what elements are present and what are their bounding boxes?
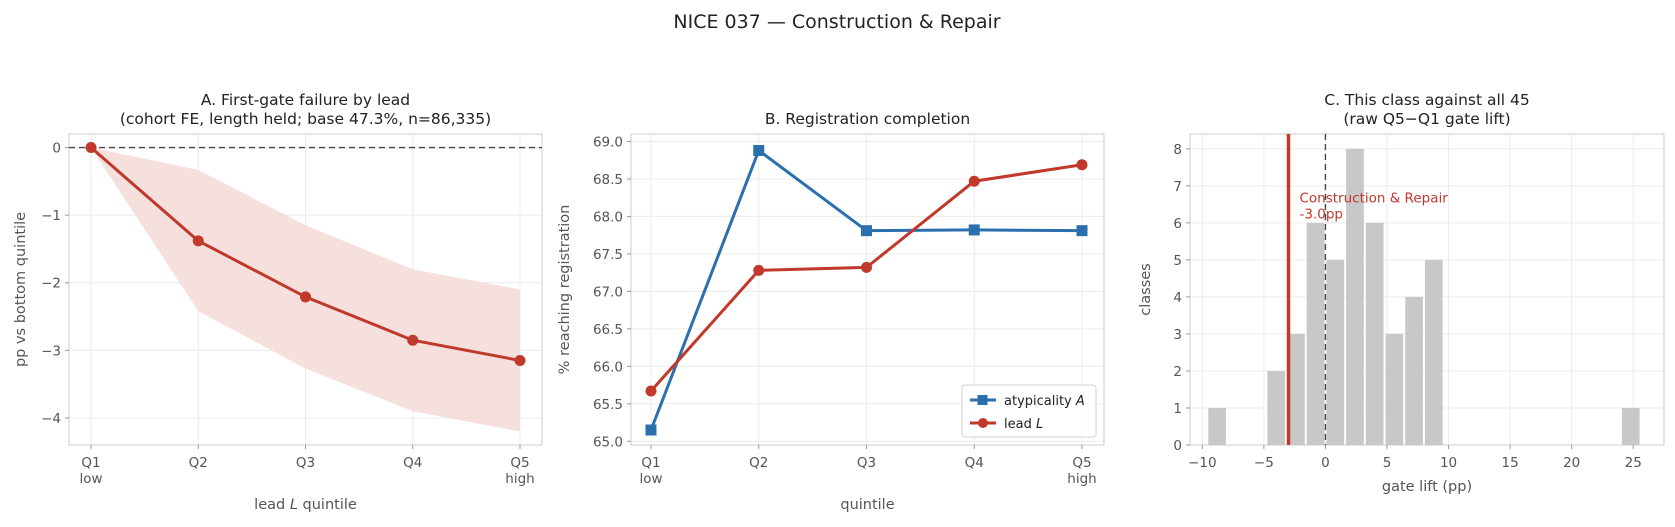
x-tick-label: Q2 xyxy=(749,455,768,471)
y-tick-label: −1 xyxy=(41,208,61,224)
data-point xyxy=(300,291,311,303)
data-point xyxy=(407,334,419,346)
panel-title: C. This class against all 45 xyxy=(1324,91,1530,109)
histogram-bar xyxy=(1424,259,1443,445)
data-point xyxy=(192,235,204,247)
panel-title: (raw Q5−Q1 gate lift) xyxy=(1343,110,1510,128)
x-tick-sublabel: low xyxy=(79,471,102,487)
y-tick-label: 66.5 xyxy=(593,322,623,338)
panel-title: (cohort FE, length held; base 47.3%, n=8… xyxy=(120,110,491,128)
x-tick-label: 10 xyxy=(1440,455,1457,471)
legend-label: atypicality A xyxy=(1004,394,1085,409)
x-tick-label: Q4 xyxy=(965,455,984,471)
y-tick-label: 3 xyxy=(1173,327,1182,343)
y-tick-label: 65.0 xyxy=(593,434,623,450)
data-point xyxy=(968,175,980,187)
y-tick-label: 0 xyxy=(52,141,61,157)
x-tick-label: 5 xyxy=(1383,455,1392,471)
x-axis-label: quintile xyxy=(840,497,894,513)
y-tick-label: 4 xyxy=(1173,290,1182,306)
panel-c: 0 1 2 3 4 5 6 7 8 −10 −5 0 5 10 15 20 25 gate lift (pp) cl… xyxy=(1138,91,1665,495)
histogram-bar xyxy=(1306,222,1325,445)
x-tick-label: −5 xyxy=(1254,455,1274,471)
highlight-label: Construction & Repair xyxy=(1299,190,1448,206)
y-axis-label: pp vs bottom quintile xyxy=(13,212,29,367)
histogram-bar xyxy=(1385,333,1404,445)
x-tick-label: 25 xyxy=(1625,455,1642,471)
panel-title: A. First-gate failure by lead xyxy=(201,91,410,109)
y-tick-label: 67.0 xyxy=(593,284,623,300)
histogram-bar xyxy=(1405,296,1423,445)
histogram-bar xyxy=(1621,407,1640,445)
x-tick-label: Q5 xyxy=(510,455,529,471)
y-axis-label: % reaching registration xyxy=(557,205,573,375)
data-point xyxy=(861,225,872,237)
data-point xyxy=(861,261,872,273)
panel-b: 65.0 65.5 66.0 66.5 67.0 67.5 68.0 68.5 69.0 Q1lo… xyxy=(557,110,1105,513)
data-point xyxy=(85,142,97,154)
y-tick-label: 65.5 xyxy=(593,397,623,413)
x-tick-sublabel: high xyxy=(505,471,534,487)
highlight-label: -3.0pp xyxy=(1299,206,1342,222)
x-tick-sublabel: low xyxy=(639,471,662,487)
y-tick-label: 68.0 xyxy=(593,209,623,225)
data-point xyxy=(753,264,765,276)
y-tick-label: 1 xyxy=(1173,401,1182,417)
histogram-bar xyxy=(1208,407,1226,445)
y-tick-label: 6 xyxy=(1173,216,1182,232)
y-tick-label: 66.0 xyxy=(593,359,623,375)
data-point xyxy=(645,385,657,397)
legend: atypicality A lead L xyxy=(961,384,1097,438)
y-tick-label: 68.5 xyxy=(593,172,623,188)
y-tick-label: −4 xyxy=(41,411,61,427)
y-tick-label: 69.0 xyxy=(593,134,623,150)
histogram-bar xyxy=(1326,259,1345,445)
y-tick-label: −3 xyxy=(41,343,61,359)
histogram-bar xyxy=(1287,333,1305,445)
y-tick-label: −2 xyxy=(41,276,61,292)
x-tick-label: Q3 xyxy=(296,455,315,471)
data-point xyxy=(753,144,765,156)
plot-frame xyxy=(630,133,1105,446)
histogram-bar xyxy=(1365,222,1384,445)
data-point xyxy=(1076,159,1088,171)
x-tick-label: 15 xyxy=(1502,455,1519,471)
x-axis-label: gate lift (pp) xyxy=(1382,479,1472,495)
x-tick-label: 0 xyxy=(1321,455,1330,471)
x-tick-label: 20 xyxy=(1563,455,1580,471)
legend-label: lead L xyxy=(1004,417,1043,432)
x-axis-label: lead L quintile xyxy=(254,497,357,513)
data-point xyxy=(645,424,657,436)
x-tick-label: Q3 xyxy=(857,455,876,471)
data-point xyxy=(1076,225,1088,237)
x-tick-label: Q1 xyxy=(641,455,660,471)
y-tick-label: 67.5 xyxy=(593,247,623,263)
ci-band xyxy=(91,147,520,432)
legend-marker xyxy=(978,418,988,428)
y-tick-label: 0 xyxy=(1173,438,1182,454)
y-tick-label: 8 xyxy=(1173,142,1182,158)
x-tick-label: Q2 xyxy=(189,455,208,471)
x-tick-label: Q4 xyxy=(403,455,422,471)
x-tick-label: −10 xyxy=(1188,455,1217,471)
x-tick-sublabel: high xyxy=(1067,471,1096,487)
data-point xyxy=(968,224,980,236)
figure-title: NICE 037 — Construction & Repair xyxy=(673,11,1000,33)
legend-marker xyxy=(977,395,988,405)
histogram-bar xyxy=(1267,370,1286,445)
histogram-bar xyxy=(1346,148,1364,446)
y-tick-label: 5 xyxy=(1173,253,1182,269)
panel-title: B. Registration completion xyxy=(765,110,970,128)
x-tick-label: Q1 xyxy=(81,455,100,471)
x-tick-label: Q5 xyxy=(1072,455,1091,471)
y-tick-label: 2 xyxy=(1173,364,1182,380)
data-point xyxy=(514,354,526,366)
y-tick-label: 7 xyxy=(1173,179,1182,195)
y-axis-label: classes xyxy=(1138,263,1154,315)
